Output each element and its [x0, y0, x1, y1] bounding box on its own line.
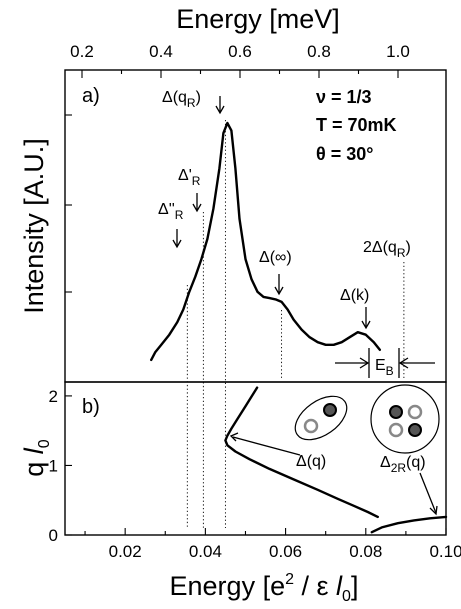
nu-label: ν = 1/3 — [316, 87, 372, 107]
q-axis-label: q l0 — [19, 439, 53, 477]
peak-annotation: Δ(qR) — [162, 89, 201, 110]
top-axis-tick-label: 0.4 — [149, 42, 173, 61]
exciton-pair-inset — [294, 395, 348, 441]
top-axis-tick-label: 0.2 — [70, 42, 94, 61]
k-arrow — [361, 307, 371, 330]
d2r-arrow — [419, 472, 438, 516]
dq-label: Δ(q) — [296, 453, 326, 470]
top-axis-ticks: 0.2 0.4 0.6 0.8 1.0 — [70, 42, 410, 78]
y-axis-tick-label: 1 — [49, 456, 58, 475]
x-axis-tick-label: 0.10 — [429, 542, 461, 561]
x-axis-tick-label: 0.04 — [189, 542, 222, 561]
x-axis-tick-label: 0.08 — [349, 542, 382, 561]
reference-lines — [186, 120, 405, 528]
x-axis-tick-label: 0.02 — [109, 542, 142, 561]
r-dprime-arrow — [172, 229, 182, 249]
infinity-arrow — [274, 274, 284, 296]
top-axis-tick-label: 1.0 — [386, 42, 410, 61]
two-delta-annotation: 2Δ(qR) — [363, 239, 411, 260]
x-axis-tick-label: 0.06 — [269, 542, 302, 561]
eb-bracket — [335, 348, 435, 378]
panel-b-label: b) — [82, 396, 100, 418]
panel-b-x-ticks: 0.02 0.04 0.06 0.08 0.10 — [84, 528, 461, 561]
dispersion-d2r-line — [370, 515, 448, 534]
y-axis-tick-label: 2 — [49, 387, 58, 406]
top-axis-title: Energy [meV] — [176, 4, 340, 34]
infinity-annotation: Δ(∞) — [259, 249, 292, 266]
top-axis-tick-label: 0.8 — [307, 42, 331, 61]
dispersion-dq-line — [224, 386, 379, 519]
r-prime-arrow — [192, 193, 202, 213]
peak-arrow — [215, 96, 225, 115]
y-axis-tick-label: 0 — [49, 526, 58, 545]
panel-a-y-ticks — [65, 114, 72, 293]
energy-axis-title: Energy [e2 / ε l0] — [170, 571, 359, 605]
eb-annotation: EB — [375, 357, 394, 378]
panel-b-frame — [64, 381, 447, 536]
top-axis-tick-label: 0.6 — [228, 42, 252, 61]
bound-pair-inset — [370, 384, 440, 454]
theta-label: θ = 30° — [316, 144, 373, 164]
temperature-label: T = 70mK — [316, 115, 397, 135]
intensity-spectrum-line — [150, 121, 381, 362]
k-annotation: Δ(k) — [340, 287, 369, 304]
d2r-label: Δ2R(q) — [380, 454, 426, 475]
panel-b-y-ticks: 0 1 2 — [49, 387, 72, 545]
panel-a-label: a) — [82, 85, 100, 107]
r-dprime-annotation: Δ''R — [158, 201, 184, 222]
intensity-axis-label: Intensity [A.U.] — [19, 138, 49, 314]
r-prime-annotation: Δ'R — [178, 167, 201, 188]
dq-arrow — [229, 432, 301, 456]
